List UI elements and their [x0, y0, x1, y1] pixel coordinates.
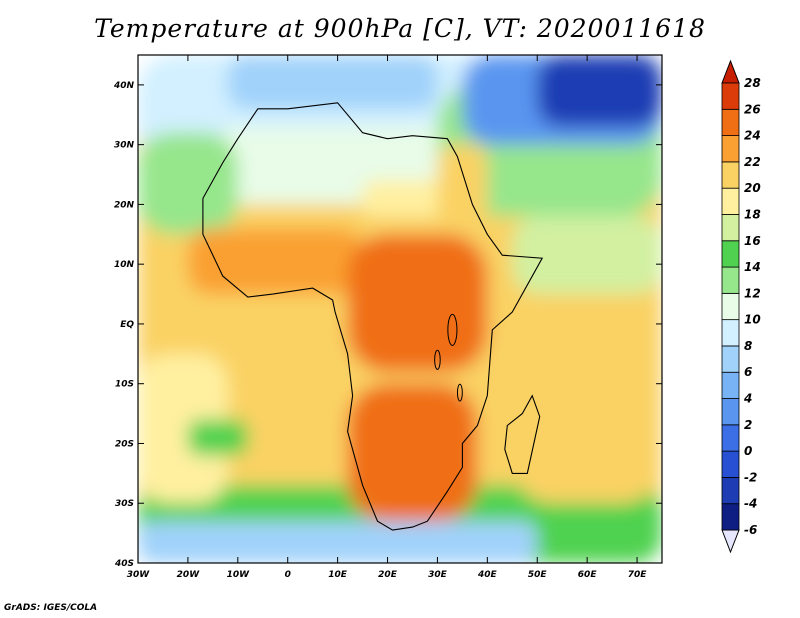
colorbar-label: 2 — [744, 418, 752, 432]
colorbar-box — [721, 240, 740, 268]
x-tick-label: 10E — [328, 570, 348, 580]
temperature-region — [347, 383, 478, 522]
colorbar-box — [721, 319, 740, 347]
y-tick-label: 40S — [114, 559, 134, 569]
colorbar-label: -4 — [744, 497, 757, 511]
x-tick-label: 20E — [378, 570, 398, 580]
colorbar-box — [721, 450, 740, 478]
colorbar-arrow-min — [721, 529, 740, 554]
colorbar-arrow-max — [721, 59, 740, 84]
colorbar-box — [721, 345, 740, 373]
x-tick-label: 60E — [578, 570, 598, 580]
colorbar-box — [721, 82, 740, 110]
y-tick-label: EQ — [120, 320, 134, 330]
colorbar-box — [721, 135, 740, 163]
y-tick-label: 20N — [114, 200, 135, 210]
colorbar-box — [721, 108, 740, 136]
map-axes: 30W 20W 10W 0 10E 20E 30E 40E 50E 60E 70E 40N 30N 20N… — [113, 55, 662, 580]
grads-credit: GrADS: IGES/COLA — [4, 603, 98, 613]
x-tick-label: 40E — [477, 570, 498, 580]
x-tick-label: 50E — [528, 570, 548, 580]
lake-outline — [447, 313, 458, 346]
colorbar-box — [721, 371, 740, 399]
colorbar-box — [721, 477, 740, 505]
africa-coastline — [202, 102, 544, 531]
colorbar-label: 18 — [744, 207, 761, 221]
x-tick-label: 70E — [628, 570, 648, 580]
y-tick-label: 40N — [113, 81, 135, 91]
colorbar-label: 4 — [743, 392, 752, 406]
temperature-region — [537, 55, 662, 127]
y-tick-label: 30S — [115, 499, 134, 509]
x-tick-label: 0 — [285, 570, 291, 580]
colorbar-label: 12 — [744, 286, 761, 300]
colorbar-box — [721, 398, 740, 426]
temperature-region — [138, 521, 538, 563]
colorbar-box — [721, 161, 740, 189]
colorbar-label: 22 — [744, 155, 761, 169]
temperature-region — [362, 180, 448, 217]
colorbar-label: 24 — [744, 129, 761, 143]
colorbar-box — [721, 214, 740, 242]
y-tick-label: 10N — [114, 260, 135, 270]
colorbar-label: 16 — [744, 234, 761, 248]
lake-outline — [456, 383, 463, 402]
colorbar-label: -2 — [744, 470, 757, 484]
x-tick-label: 30E — [428, 570, 448, 580]
temperature-region — [138, 353, 228, 504]
temperature-region — [227, 55, 438, 109]
colorbar-box — [721, 424, 740, 452]
colorbar-label: 26 — [744, 102, 761, 116]
colorbar-box — [721, 187, 740, 215]
madagascar-coastline — [504, 394, 541, 474]
colorbar-box — [721, 266, 740, 294]
colorbar-label: 28 — [744, 76, 761, 90]
temperature-field — [138, 55, 662, 563]
colorbar-label: 20 — [744, 181, 761, 195]
temperature-region — [437, 144, 488, 253]
colorbar-label: 0 — [744, 444, 752, 458]
chart-title: Temperature at 900hPa [C], VT: 202001161… — [94, 14, 706, 43]
colorbar-label: 10 — [744, 313, 761, 327]
temperature-region — [512, 216, 662, 295]
temperature-region — [347, 234, 488, 372]
y-tick-label: 30N — [114, 141, 135, 151]
x-tick-label: 10W — [227, 570, 251, 580]
y-tick-label: 20S — [115, 439, 134, 449]
colorbar-label: 14 — [744, 260, 761, 274]
colorbar-box — [721, 503, 740, 531]
temperature-region — [512, 294, 662, 504]
x-tick-label: 30W — [127, 570, 151, 580]
coastline-overlay — [202, 102, 544, 531]
colorbar-label: 6 — [744, 365, 752, 379]
colorbar-label: -6 — [744, 523, 757, 537]
temperature-region — [187, 228, 363, 295]
plot-frame — [137, 54, 663, 564]
y-tick-label: 10S — [115, 380, 134, 390]
lake-outline — [434, 349, 441, 370]
temperature-region — [138, 132, 238, 235]
colorbar-box — [721, 292, 740, 321]
x-tick-label: 20W — [177, 570, 201, 580]
temperature-region — [187, 419, 248, 456]
colorbar-label: 8 — [744, 339, 752, 353]
